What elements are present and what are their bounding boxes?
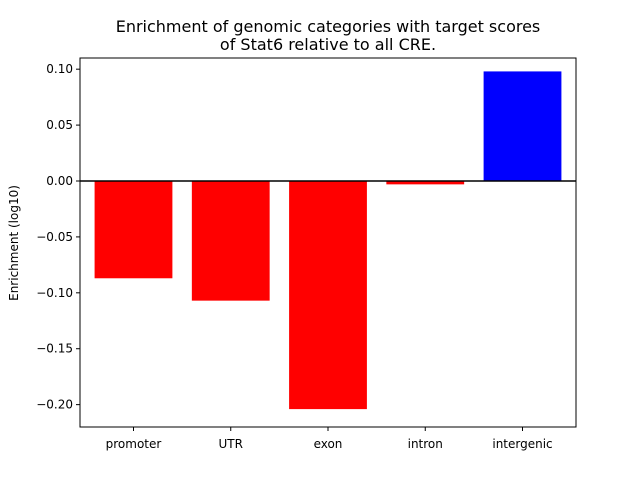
y-tick-label: −0.20: [36, 398, 73, 412]
x-tick-label: UTR: [219, 437, 243, 451]
bar-intergenic: [483, 71, 562, 181]
y-tick-label: 0.05: [46, 118, 73, 132]
x-axis: promoter UTR exon intron intergenic: [106, 427, 553, 451]
bars-group: [94, 71, 562, 410]
x-tick-label: intergenic: [492, 437, 552, 451]
y-axis-label: Enrichment (log10): [7, 185, 21, 301]
x-tick-label: exon: [314, 437, 343, 451]
x-tick-label: intron: [408, 437, 443, 451]
y-axis: 0.10 0.05 0.00 −0.05 −0.10 −0.15 −0.20: [36, 62, 80, 412]
chart-title-line-1: Enrichment of genomic categories with ta…: [116, 17, 541, 36]
y-tick-label: −0.05: [36, 230, 73, 244]
bar-exon: [289, 181, 367, 410]
bar-promoter: [94, 181, 173, 279]
bar-intron: [386, 181, 465, 185]
y-tick-label: 0.10: [46, 62, 73, 76]
x-tick-label: promoter: [106, 437, 162, 451]
y-tick-label: −0.10: [36, 286, 73, 300]
plot-frame: [79, 57, 577, 428]
bar-UTR: [191, 181, 270, 301]
chart-title-line-2: of Stat6 relative to all CRE.: [220, 35, 436, 54]
y-tick-label: 0.00: [46, 174, 73, 188]
y-tick-label: −0.15: [36, 342, 73, 356]
